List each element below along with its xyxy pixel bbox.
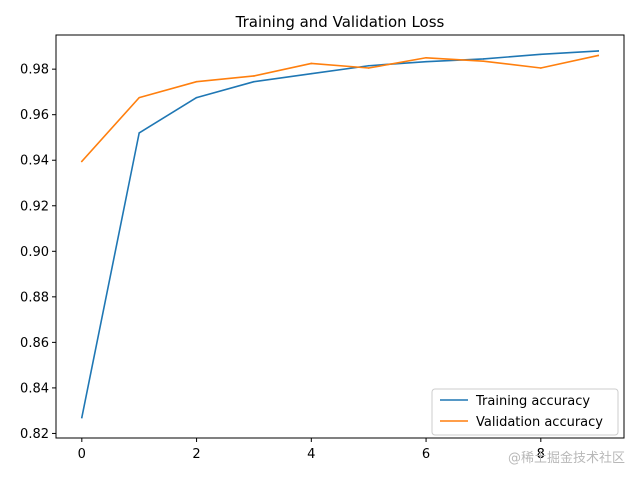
- watermark: @稀土掘金技术社区: [508, 450, 625, 466]
- data-point-validation-accuracy-5: [367, 67, 370, 69]
- data-point-training-accuracy-8: [540, 53, 542, 56]
- x-tick-label-8: 8: [537, 447, 545, 462]
- legend-label-validation-accuracy: Validation accuracy: [476, 415, 603, 430]
- data-point-validation-accuracy-3: [253, 75, 255, 77]
- data-point-validation-accuracy-2: [195, 80, 198, 83]
- y-tick-label-0-84: 0.84: [20, 381, 49, 396]
- data-point-validation-accuracy-9: [597, 54, 599, 57]
- x-tick-label-4: 4: [307, 447, 315, 462]
- chart-title: Training and Validation Loss: [235, 13, 445, 31]
- data-point-training-accuracy-7: [482, 58, 485, 60]
- data-point-validation-accuracy-1: [138, 96, 140, 99]
- data-point-training-accuracy-2: [195, 96, 198, 99]
- legend-label-training-accuracy: Training accuracy: [475, 394, 590, 409]
- x-tick-label-0: 0: [78, 447, 86, 462]
- data-point-training-accuracy-6: [425, 60, 427, 63]
- y-tick-label-0-88: 0.88: [20, 290, 49, 305]
- x-tick-label-6: 6: [422, 447, 430, 462]
- data-point-training-accuracy-5: [367, 64, 370, 67]
- plot-frame: [55, 34, 625, 439]
- y-tick-label-0-82: 0.82: [20, 427, 49, 442]
- y-tick-label-0-94: 0.94: [20, 154, 49, 169]
- y-tick-label-0-86: 0.86: [20, 336, 49, 351]
- data-point-validation-accuracy-6: [425, 56, 427, 59]
- data-point-training-accuracy-4: [310, 72, 313, 75]
- x-tick-label-2: 2: [192, 447, 200, 462]
- y-tick-label-0-92: 0.92: [20, 199, 49, 214]
- legend-box: [431, 388, 619, 436]
- y-tick-label-0-98: 0.98: [20, 63, 49, 78]
- legend: Training accuracy Validation accuracy: [431, 388, 619, 436]
- data-point-training-accuracy-0: [81, 416, 83, 419]
- y-tick-label-0-90: 0.90: [20, 245, 49, 260]
- data-point-validation-accuracy-7: [482, 60, 485, 62]
- data-point-training-accuracy-3: [253, 80, 255, 83]
- series-line-training-accuracy: [80, 50, 600, 419]
- y-tick-label-0-96: 0.96: [20, 108, 49, 123]
- data-point-validation-accuracy-0: [81, 160, 83, 163]
- series-line-validation-accuracy: [80, 54, 600, 163]
- plot-area: 0 2 4 6 8 0.82 0.84 0.86 0.88 0.90 0.92 0.94 0.96 0.9…: [20, 50, 600, 462]
- data-point-validation-accuracy-8: [540, 67, 542, 69]
- data-point-training-accuracy-9: [597, 50, 599, 52]
- data-point-validation-accuracy-4: [310, 62, 313, 65]
- data-point-training-accuracy-1: [138, 132, 140, 134]
